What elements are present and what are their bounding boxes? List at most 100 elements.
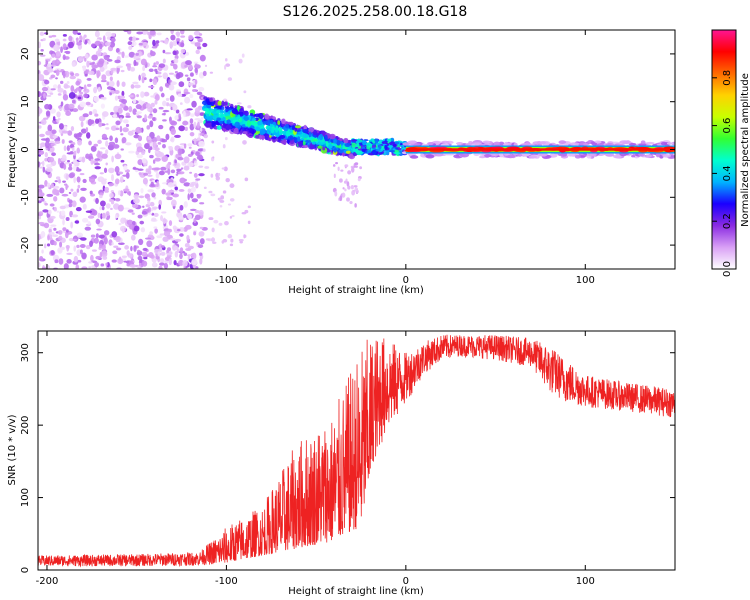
spectrogram-cell bbox=[194, 63, 198, 70]
spectrogram-cell bbox=[86, 132, 91, 139]
spectrogram-cell bbox=[137, 249, 141, 253]
spectrogram-cell bbox=[165, 133, 170, 141]
spectrogram-cell bbox=[174, 159, 177, 164]
spectrogram-cell bbox=[68, 163, 72, 168]
spectrogram-cell bbox=[105, 162, 108, 166]
spectrogram-cell bbox=[221, 167, 226, 170]
spectrogram-cell bbox=[77, 259, 82, 263]
spectrogram-cell bbox=[140, 187, 144, 194]
spectrogram-cell bbox=[156, 235, 163, 239]
spectrogram-cell bbox=[151, 206, 159, 210]
spectrogram-cell bbox=[199, 112, 205, 116]
spectrogram-cell bbox=[126, 250, 130, 256]
spectrogram-cell bbox=[116, 65, 124, 69]
spectrogram-cell bbox=[183, 201, 188, 208]
spectrogram-cell bbox=[211, 140, 215, 144]
spectrogram-cell bbox=[229, 183, 235, 188]
colorbar-label: Normalized spectral amplitude bbox=[740, 73, 750, 227]
spectrogram-cell bbox=[124, 245, 130, 250]
spectrogram-cell bbox=[195, 107, 200, 114]
spectrogram-cell bbox=[62, 38, 67, 42]
spectrogram-cell bbox=[38, 213, 42, 217]
spectrogram-cell bbox=[100, 263, 105, 267]
spectrogram-cell bbox=[204, 166, 210, 169]
spectrogram-cell bbox=[246, 120, 252, 127]
spectrogram-cell bbox=[50, 250, 55, 256]
spectrogram-cell bbox=[129, 264, 136, 268]
spectrogram-cell bbox=[138, 262, 142, 267]
spectrogram-cell bbox=[221, 240, 225, 244]
spectrogram-cell bbox=[40, 48, 44, 52]
spectrogram-cell bbox=[102, 255, 108, 260]
spectrogram-cell bbox=[53, 206, 57, 212]
spectrogram-cell bbox=[172, 104, 178, 112]
spectrogram-cell bbox=[164, 52, 172, 55]
spectrogram-cell bbox=[159, 258, 165, 263]
spectrogram-cell bbox=[62, 180, 66, 183]
spectrogram-cell bbox=[105, 262, 108, 266]
spectrogram-cell bbox=[148, 165, 152, 171]
spectrogram-cell bbox=[86, 77, 92, 81]
spectrogram-cell bbox=[65, 51, 70, 55]
spectrogram-cell bbox=[153, 212, 159, 217]
spectrogram-cell bbox=[58, 258, 64, 265]
spectrogram-cell bbox=[160, 166, 167, 171]
spectrogram-cell bbox=[79, 35, 83, 41]
spectrogram-cell bbox=[269, 135, 272, 138]
spectrogram-cell bbox=[242, 140, 247, 145]
spectrogram-cell bbox=[103, 167, 108, 174]
spectrogram-cell bbox=[150, 102, 155, 108]
spectrogram-cell bbox=[169, 95, 175, 102]
spectrogram-cell bbox=[52, 234, 59, 238]
spectrogram-cell bbox=[119, 117, 123, 123]
spectrogram-cell bbox=[123, 30, 129, 33]
spectrogram-cell bbox=[154, 228, 158, 234]
spectrogram-cell bbox=[205, 120, 212, 124]
spectrogram-cell bbox=[340, 169, 344, 172]
colorbar-ticks: 0.0 0.2 0.4 0.6 0.8 bbox=[712, 70, 733, 277]
spectrogram-cell bbox=[85, 127, 89, 133]
spectrogram-cell bbox=[216, 117, 221, 122]
spectrogram-cell bbox=[130, 234, 136, 241]
spectrogram-cell bbox=[46, 243, 51, 247]
spectrogram-cell bbox=[53, 241, 57, 246]
spectrogram-cell bbox=[503, 141, 509, 147]
spectrogram-cell bbox=[274, 126, 279, 133]
spectrogram-cell bbox=[351, 139, 358, 142]
spectrogram-cell bbox=[133, 98, 137, 104]
spectrogram-cell bbox=[160, 245, 165, 248]
spectrogram-cell bbox=[199, 202, 205, 205]
colorbar-frame bbox=[711, 29, 737, 270]
snr-marks bbox=[38, 334, 675, 568]
spectrogram-cell bbox=[50, 224, 57, 227]
spectrogram-cell bbox=[590, 141, 596, 145]
spectrogram-cell bbox=[131, 129, 136, 133]
spectrogram-cell bbox=[99, 200, 106, 207]
spectrogram-cell bbox=[100, 96, 107, 100]
spectrogram-cell bbox=[569, 142, 580, 146]
spectrogram-cell bbox=[49, 50, 54, 55]
spectrogram-cell bbox=[88, 140, 92, 146]
spectrogram-cell bbox=[168, 84, 175, 91]
spectrogram-cell bbox=[209, 97, 213, 103]
spectrogram-cell bbox=[69, 75, 76, 80]
spectrogram-cell bbox=[156, 135, 161, 142]
spectrogram-cell bbox=[196, 91, 203, 96]
spectrogram-cell bbox=[558, 140, 567, 144]
spectrogram-cell bbox=[109, 135, 113, 142]
spectrogram-cell bbox=[139, 220, 145, 225]
spectrogram-cell bbox=[38, 221, 45, 225]
spectrogram-cell bbox=[166, 196, 171, 201]
spectrogram-cell bbox=[38, 91, 41, 97]
spectrogram-cell bbox=[196, 241, 200, 245]
spectrogram-cell bbox=[158, 204, 162, 210]
spectrogram-cell bbox=[353, 185, 358, 188]
spectrogram-cell bbox=[40, 118, 47, 126]
spectrogram-cell bbox=[267, 137, 271, 141]
spectrogram-cell bbox=[68, 166, 73, 171]
spectrogram-cell bbox=[279, 131, 283, 135]
spectrogram-cell bbox=[182, 259, 188, 267]
spectrogram-cell bbox=[268, 127, 272, 131]
spectrogram-cell bbox=[63, 145, 67, 152]
spectrogram-cell bbox=[238, 239, 244, 242]
